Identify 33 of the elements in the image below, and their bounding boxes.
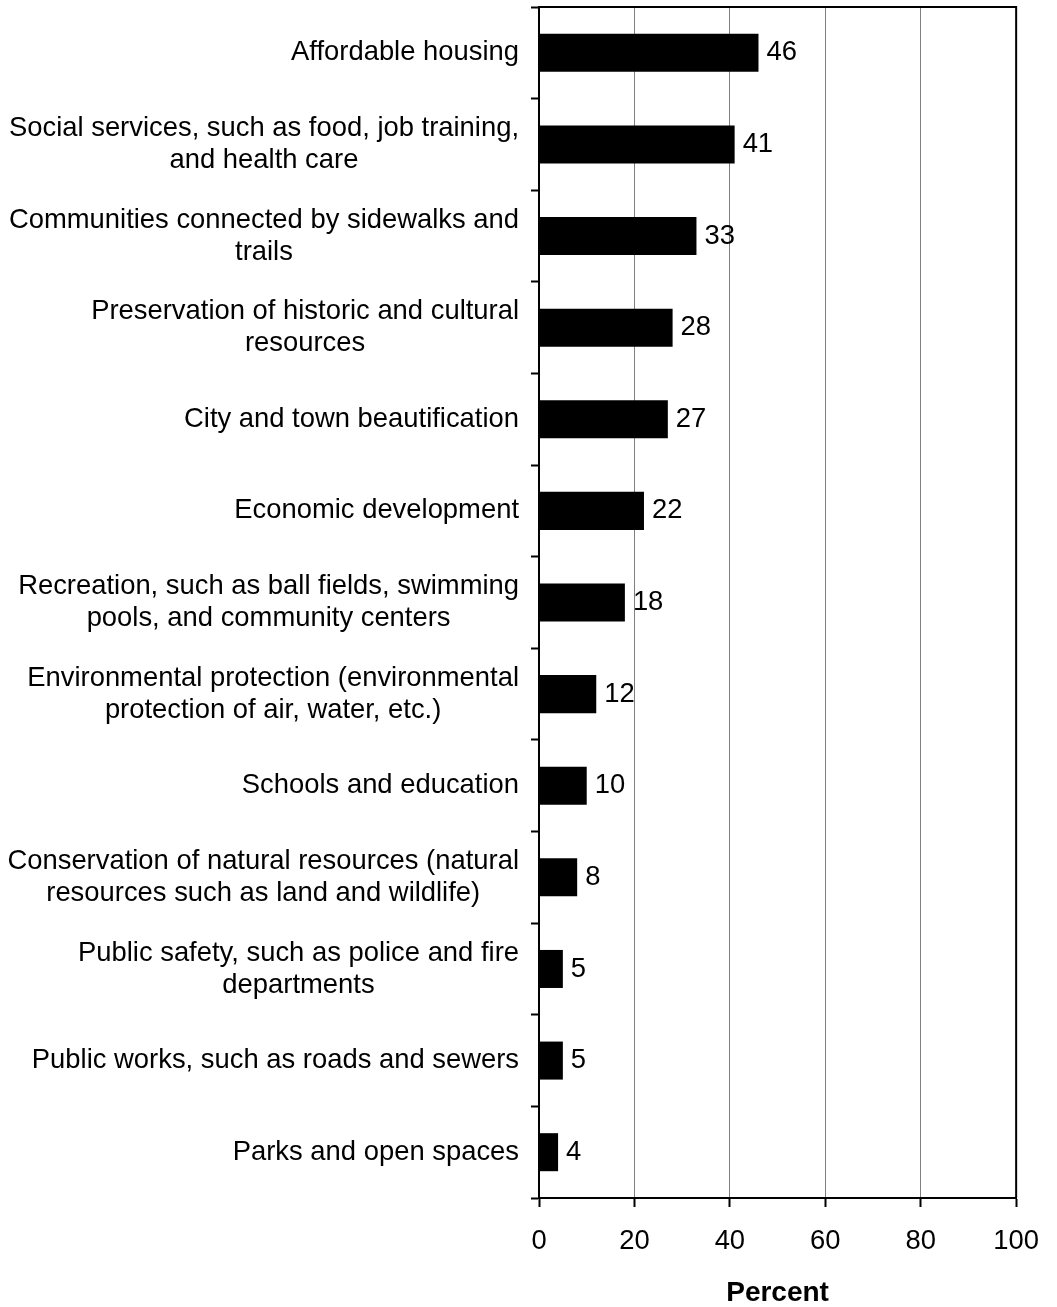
data-label: 12 <box>604 676 635 708</box>
x-axis-title: Percent <box>726 1275 829 1307</box>
data-label: 5 <box>570 951 587 983</box>
data-label: 10 <box>594 768 626 800</box>
data-label: 5 <box>570 1043 587 1075</box>
y-tick-label: Recreation, such as ball fields, swimming pools, and community centers <box>18 569 519 633</box>
data-label: 33 <box>704 218 735 250</box>
x-tick-label: 60 <box>810 1223 841 1255</box>
x-tick-label: 0 <box>531 1223 547 1255</box>
y-tick-label: Environmental protection (environmental protection of air, water, etc.) <box>27 660 519 724</box>
data-label: 8 <box>585 859 601 891</box>
y-tick-label: City and town beautification <box>184 401 520 433</box>
y-tick-label: Social services, such as food, job training, and health care <box>8 110 519 174</box>
data-label: 4 <box>566 1134 582 1166</box>
y-tick-label: Public works, such as roads and sewers <box>31 1043 520 1075</box>
y-tick-label: Conservation of natural resources (natural resources such as land and wildlife) <box>7 843 519 907</box>
y-tick-label: Public safety, such as police and fire departments <box>77 935 520 999</box>
data-label: 18 <box>632 585 664 617</box>
y-tick-label: Economic development <box>234 493 520 525</box>
y-tick-label: Schools and education <box>241 768 520 800</box>
data-label: 46 <box>766 35 797 67</box>
data-label: 41 <box>742 126 774 158</box>
x-tick-label: 100 <box>993 1223 1039 1255</box>
x-tick-label: 80 <box>905 1223 936 1255</box>
data-label: 28 <box>680 310 712 342</box>
data-label: 27 <box>675 401 707 433</box>
y-tick-label: Communities connected by sidewalks and trails <box>8 202 519 266</box>
data-label: 22 <box>651 493 683 525</box>
y-tick-label: Preservation of historic and cultural resources <box>91 294 519 358</box>
y-tick-label: Parks and open spaces <box>232 1134 519 1166</box>
x-tick-label: 20 <box>619 1223 650 1255</box>
y-tick-label: Affordable housing <box>291 35 520 67</box>
x-tick-label: 40 <box>714 1223 746 1255</box>
